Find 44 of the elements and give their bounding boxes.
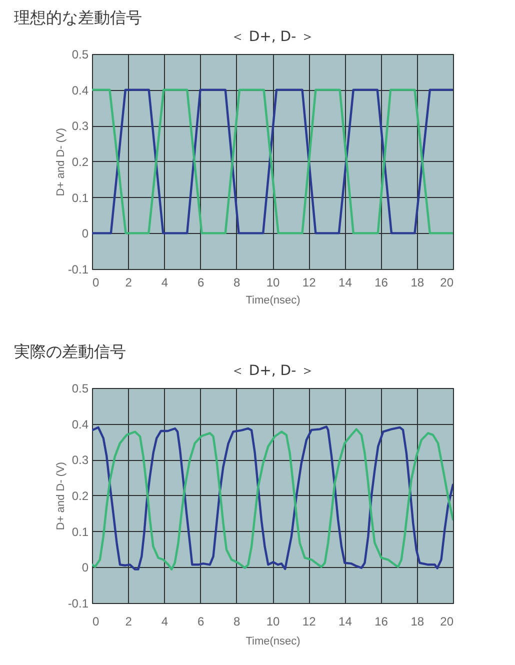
- x-tick-label: 4: [161, 614, 168, 628]
- x-tick-label: 18: [410, 614, 424, 628]
- x-tick-label: 14: [338, 276, 352, 290]
- y-tick-label: 0.3: [72, 119, 89, 134]
- chart-subtitle: ＜ D+, D- ＞: [230, 29, 315, 45]
- x-tick-label: 0: [92, 276, 100, 290]
- x-tick-label: 12: [302, 614, 316, 628]
- x-tick-label: 6: [197, 276, 204, 290]
- y-tick-label: 0.4: [72, 417, 89, 432]
- chart-title: 実際の差動信号: [14, 342, 126, 361]
- y-tick-label: 0.1: [72, 524, 89, 539]
- chart-subtitle: ＜ D+, D- ＞: [230, 363, 315, 379]
- x-tick-label: 2: [125, 276, 132, 290]
- x-tick-label: 10: [266, 276, 280, 290]
- x-tick-label: 6: [197, 614, 204, 628]
- y-axis-title: D+ and D- (V): [54, 128, 67, 196]
- x-axis-title: Time(nsec): [246, 636, 300, 648]
- y-tick-label: -0.1: [68, 596, 89, 610]
- y-tick-label: 0: [82, 560, 89, 575]
- x-tick-label: 2: [125, 614, 132, 628]
- x-tick-label: 18: [410, 276, 424, 290]
- x-tick-label: 20: [440, 614, 454, 628]
- x-tick-label: 10: [266, 614, 280, 628]
- y-tick-label: -0.1: [68, 262, 89, 276]
- x-tick-label: 12: [302, 276, 316, 290]
- x-tick-label: 8: [234, 614, 241, 628]
- y-axis-title: D+ and D- (V): [54, 462, 67, 530]
- x-tick-label: 4: [161, 276, 168, 290]
- y-tick-label: 0.5: [72, 382, 89, 396]
- y-tick-label: 0.4: [72, 83, 89, 98]
- x-tick-label: 8: [234, 276, 241, 290]
- chart-title: 理想的な差動信号: [14, 8, 142, 27]
- y-tick-label: 0.2: [72, 155, 89, 169]
- y-tick-label: 0.5: [72, 48, 89, 62]
- x-tick-label: 16: [374, 614, 388, 628]
- x-axis-title: Time(nsec): [246, 294, 300, 306]
- y-tick-label: 0.1: [72, 190, 89, 205]
- x-tick-label: 14: [338, 614, 352, 628]
- y-tick-label: 0: [82, 226, 89, 241]
- x-tick-label: 0: [92, 614, 100, 628]
- y-tick-label: 0.3: [72, 453, 89, 468]
- y-tick-label: 0.2: [72, 489, 89, 503]
- x-tick-label: 20: [440, 276, 454, 290]
- x-tick-label: 16: [374, 276, 388, 290]
